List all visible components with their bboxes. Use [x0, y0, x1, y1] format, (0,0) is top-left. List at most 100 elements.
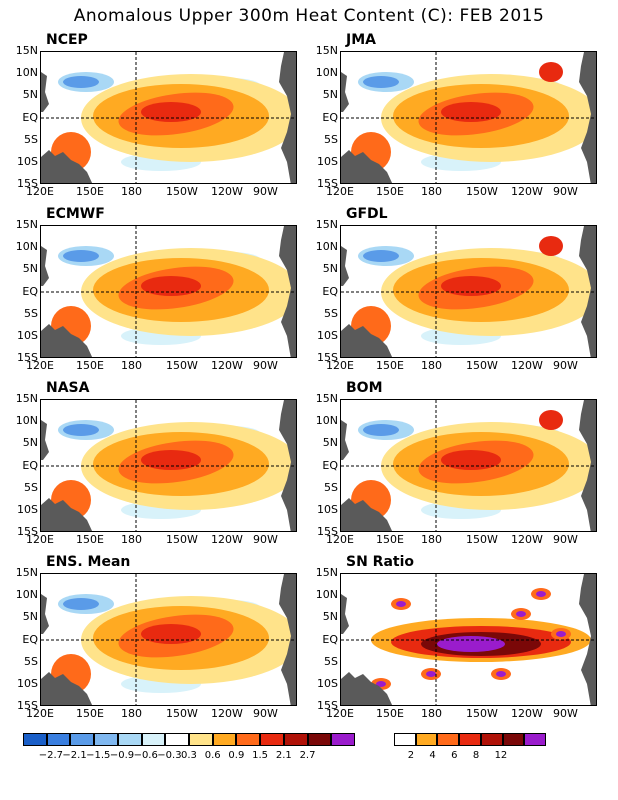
lat-tick: EQ: [22, 284, 38, 298]
lat-tick: 15S: [317, 525, 338, 538]
colorbar-swatch: [117, 733, 142, 746]
colorbar-label: 6: [451, 750, 458, 761]
lon-tick: 150W: [466, 707, 498, 720]
colorbar-swatch: [459, 733, 481, 746]
lat-tick: 15S: [17, 351, 38, 364]
panel-title-sn-ratio: SN Ratio: [346, 554, 415, 570]
lat-tick: 10N: [15, 414, 38, 428]
lat-tick: 10N: [315, 66, 338, 80]
colorbar-swatch: [46, 733, 71, 746]
lat-tick: 15N: [15, 218, 38, 231]
map-panel-nasa: [40, 399, 297, 532]
colorbar-swatch: [415, 733, 438, 746]
lat-tick: 5S: [24, 132, 38, 146]
colorbar-label: 4: [429, 750, 436, 761]
lat-tick: 5N: [22, 88, 38, 102]
lat-tick: 10S: [17, 328, 38, 342]
landmass-west: [41, 324, 93, 357]
landmass-west: [341, 324, 393, 357]
lon-tick: 180: [121, 185, 142, 198]
heat-content-map: [41, 52, 296, 183]
lat-tick: EQ: [322, 110, 338, 124]
lat-tick: 10N: [315, 588, 338, 602]
lon-tick: 120W: [211, 533, 243, 546]
lon-tick: 150W: [466, 359, 498, 372]
colorbar-swatch: [502, 733, 525, 746]
lat-tick: 5N: [322, 610, 338, 624]
lon-tick: 90W: [253, 185, 278, 198]
lat-tick: 5S: [324, 306, 338, 320]
figure-title: Anomalous Upper 300m Heat Content (C): F…: [73, 6, 545, 26]
landmass-west: [41, 498, 93, 531]
map-panel-jma: [340, 51, 597, 184]
lon-tick: 120E: [326, 707, 354, 720]
lon-tick: 120W: [511, 185, 543, 198]
landmass-east: [279, 226, 296, 357]
colorbar-label: −0.9: [109, 750, 135, 761]
colorbar-label: 1.5: [252, 750, 269, 761]
landmass-east: [279, 52, 296, 183]
lat-tick: 5S: [24, 654, 38, 668]
colorbar-swatch: [165, 733, 189, 746]
lon-tick: 180: [121, 533, 142, 546]
lat-tick: 5S: [24, 480, 38, 494]
lat-tick: 15N: [315, 44, 338, 57]
lat-tick: 5S: [324, 480, 338, 494]
lon-tick: 180: [421, 359, 442, 372]
lon-tick: 120W: [511, 533, 543, 546]
lat-tick: 10S: [317, 502, 338, 516]
lat-tick: 15S: [17, 177, 38, 190]
colorbar-label: 12: [494, 750, 508, 761]
heat-content-map: [341, 226, 596, 357]
lon-tick: 120E: [26, 533, 54, 546]
lon-tick: 180: [421, 185, 442, 198]
lat-tick: 5N: [22, 262, 38, 276]
lat-tick: 15N: [315, 218, 338, 231]
lat-tick: 15N: [15, 566, 38, 579]
colorbar-swatch: [141, 733, 166, 746]
lat-tick: EQ: [22, 110, 38, 124]
colorbar-swatch: [307, 733, 332, 746]
colorbar-swatch: [394, 733, 416, 746]
lon-tick: 120E: [326, 533, 354, 546]
heat-content-map: [341, 52, 596, 183]
lon-tick: 150W: [466, 185, 498, 198]
lat-tick: 5N: [22, 610, 38, 624]
map-panel-gfdl: [340, 225, 597, 358]
lat-tick: 10S: [17, 154, 38, 168]
lon-tick: 150E: [76, 185, 104, 198]
lon-tick: 120E: [26, 707, 54, 720]
colorbar-label: −0.3: [157, 750, 182, 761]
lat-tick: 5N: [322, 436, 338, 450]
map-panel-ecmwf: [40, 225, 297, 358]
landmass-west: [41, 672, 93, 705]
colorbar-swatch: [236, 733, 261, 746]
colorbar-label: 2: [407, 750, 415, 761]
landmass-east: [579, 52, 596, 183]
colorbar-label: 0.9: [228, 750, 245, 761]
lat-tick: 5N: [322, 88, 338, 102]
lat-tick: 10N: [15, 66, 38, 80]
lon-tick: 180: [421, 533, 442, 546]
lat-tick: EQ: [22, 458, 38, 472]
lon-tick: 150E: [76, 533, 104, 546]
map-panel-sn-ratio: [340, 573, 597, 706]
lon-tick: 90W: [553, 533, 578, 546]
lon-tick: 150E: [376, 533, 404, 546]
lat-tick: 15N: [15, 392, 38, 405]
landmass-east: [579, 400, 596, 531]
map-panel-bom: [340, 399, 597, 532]
lat-tick: 15N: [15, 44, 38, 57]
lon-tick: 150E: [76, 359, 104, 372]
lon-tick: 150W: [166, 359, 198, 372]
colorbar-swatch: [331, 733, 355, 746]
colorbar-label: 2.7: [299, 750, 316, 761]
colorbar-label: 0.3: [181, 750, 197, 761]
colorbar-label: −1.5: [86, 750, 111, 761]
lon-tick: 120W: [211, 707, 243, 720]
lat-tick: 15N: [315, 392, 338, 405]
colorbar-label: 8: [472, 750, 480, 761]
lat-tick: 15S: [317, 351, 338, 364]
lat-tick: 5S: [324, 132, 338, 146]
lat-tick: 5N: [22, 436, 38, 450]
